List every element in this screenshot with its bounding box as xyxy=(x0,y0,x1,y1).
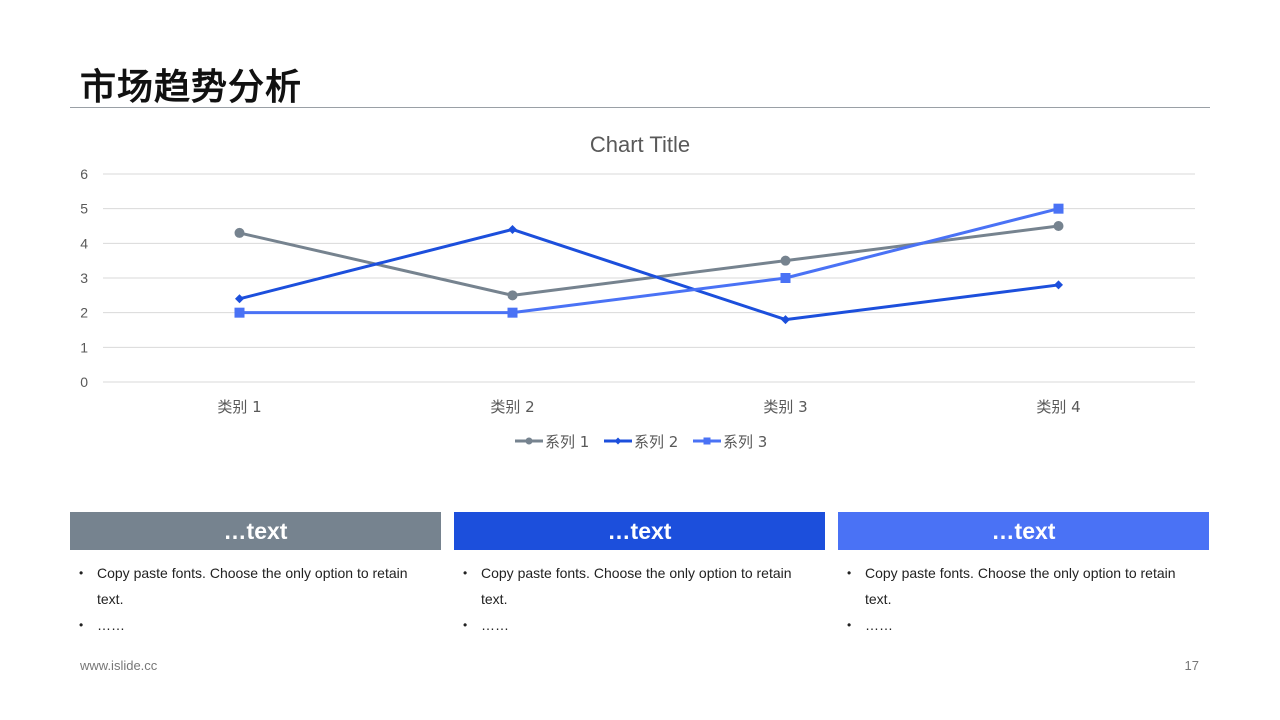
legend-label: 系列 2 xyxy=(634,433,678,451)
card-bullet-list: • Copy paste fonts. Choose the only optio… xyxy=(454,560,825,638)
bullet-text: …… xyxy=(481,617,509,633)
bullet-icon: • xyxy=(79,566,84,580)
footer-url: www.islide.cc xyxy=(80,658,158,673)
legend-marker xyxy=(525,437,533,445)
title-divider xyxy=(70,107,1210,108)
bullet-item: • Copy paste fonts. Choose the only optio… xyxy=(70,560,441,612)
card-bullet-list: • Copy paste fonts. Choose the only optio… xyxy=(838,560,1209,638)
data-point xyxy=(1053,221,1064,231)
bullet-text: Copy paste fonts. Choose the only option… xyxy=(97,565,408,607)
x-tick-label: 类别 3 xyxy=(763,398,807,416)
y-tick-label: 2 xyxy=(80,305,88,321)
y-tick-label: 1 xyxy=(80,339,88,355)
y-tick-label: 5 xyxy=(80,201,88,217)
bullet-text: …… xyxy=(97,617,125,633)
text-card-1: …text • Copy paste fonts. Choose the only… xyxy=(70,512,441,642)
page-title: 市场趋势分析 xyxy=(80,67,303,108)
y-tick-label: 6 xyxy=(80,166,88,182)
bullet-icon: • xyxy=(847,618,852,632)
series-line-3 xyxy=(239,207,1059,315)
x-tick-label: 类别 4 xyxy=(1036,398,1080,416)
card-header: …text xyxy=(454,512,825,550)
x-tick-label: 类别 1 xyxy=(217,398,261,416)
chart-title: Chart Title xyxy=(590,132,690,157)
text-card-3: …text • Copy paste fonts. Choose the only… xyxy=(838,512,1209,642)
data-point xyxy=(780,255,791,266)
bullet-item: • Copy paste fonts. Choose the only optio… xyxy=(454,560,825,612)
data-point xyxy=(234,227,245,238)
data-point xyxy=(781,315,790,325)
bullet-text: …… xyxy=(865,617,893,633)
data-point xyxy=(508,224,517,234)
legend-label: 系列 3 xyxy=(723,433,767,451)
card-header: …text xyxy=(838,512,1209,550)
x-tick-label: 类别 2 xyxy=(490,398,534,416)
text-card-2: …text • Copy paste fonts. Choose the only… xyxy=(454,512,825,642)
bullet-icon: • xyxy=(463,618,468,632)
bullet-icon: • xyxy=(847,566,852,580)
legend-marker xyxy=(703,437,711,445)
data-point xyxy=(1053,203,1064,214)
line-chart: Chart Title 0 1 2 3 4 5 6 类别 1 类别 2 类别 3 类别 4 系列 1 系列… xyxy=(80,132,1195,451)
series-line-2 xyxy=(239,227,1059,322)
bullet-item: • …… xyxy=(838,612,1209,638)
bullet-icon: • xyxy=(79,618,84,632)
card-bullet-list: • Copy paste fonts. Choose the only optio… xyxy=(70,560,441,638)
y-tick-label: 3 xyxy=(80,270,88,286)
data-point xyxy=(1054,280,1063,290)
data-point xyxy=(235,294,244,304)
data-point xyxy=(234,307,245,318)
bullet-item: • …… xyxy=(454,612,825,638)
bullet-text: Copy paste fonts. Choose the only option… xyxy=(481,565,792,607)
series-line-1 xyxy=(239,224,1059,297)
y-tick-label: 4 xyxy=(80,235,88,251)
card-header: …text xyxy=(70,512,441,550)
bullet-item: • Copy paste fonts. Choose the only optio… xyxy=(838,560,1209,612)
data-point xyxy=(507,290,518,301)
bullet-item: • …… xyxy=(70,612,441,638)
legend-marker xyxy=(614,437,622,445)
y-tick-label: 0 xyxy=(80,374,88,390)
data-point xyxy=(507,307,518,318)
legend-label: 系列 1 xyxy=(545,433,589,451)
bullet-icon: • xyxy=(463,566,468,580)
data-point xyxy=(780,273,791,283)
page-number: 17 xyxy=(1184,658,1199,673)
bullet-text: Copy paste fonts. Choose the only option… xyxy=(865,565,1176,607)
